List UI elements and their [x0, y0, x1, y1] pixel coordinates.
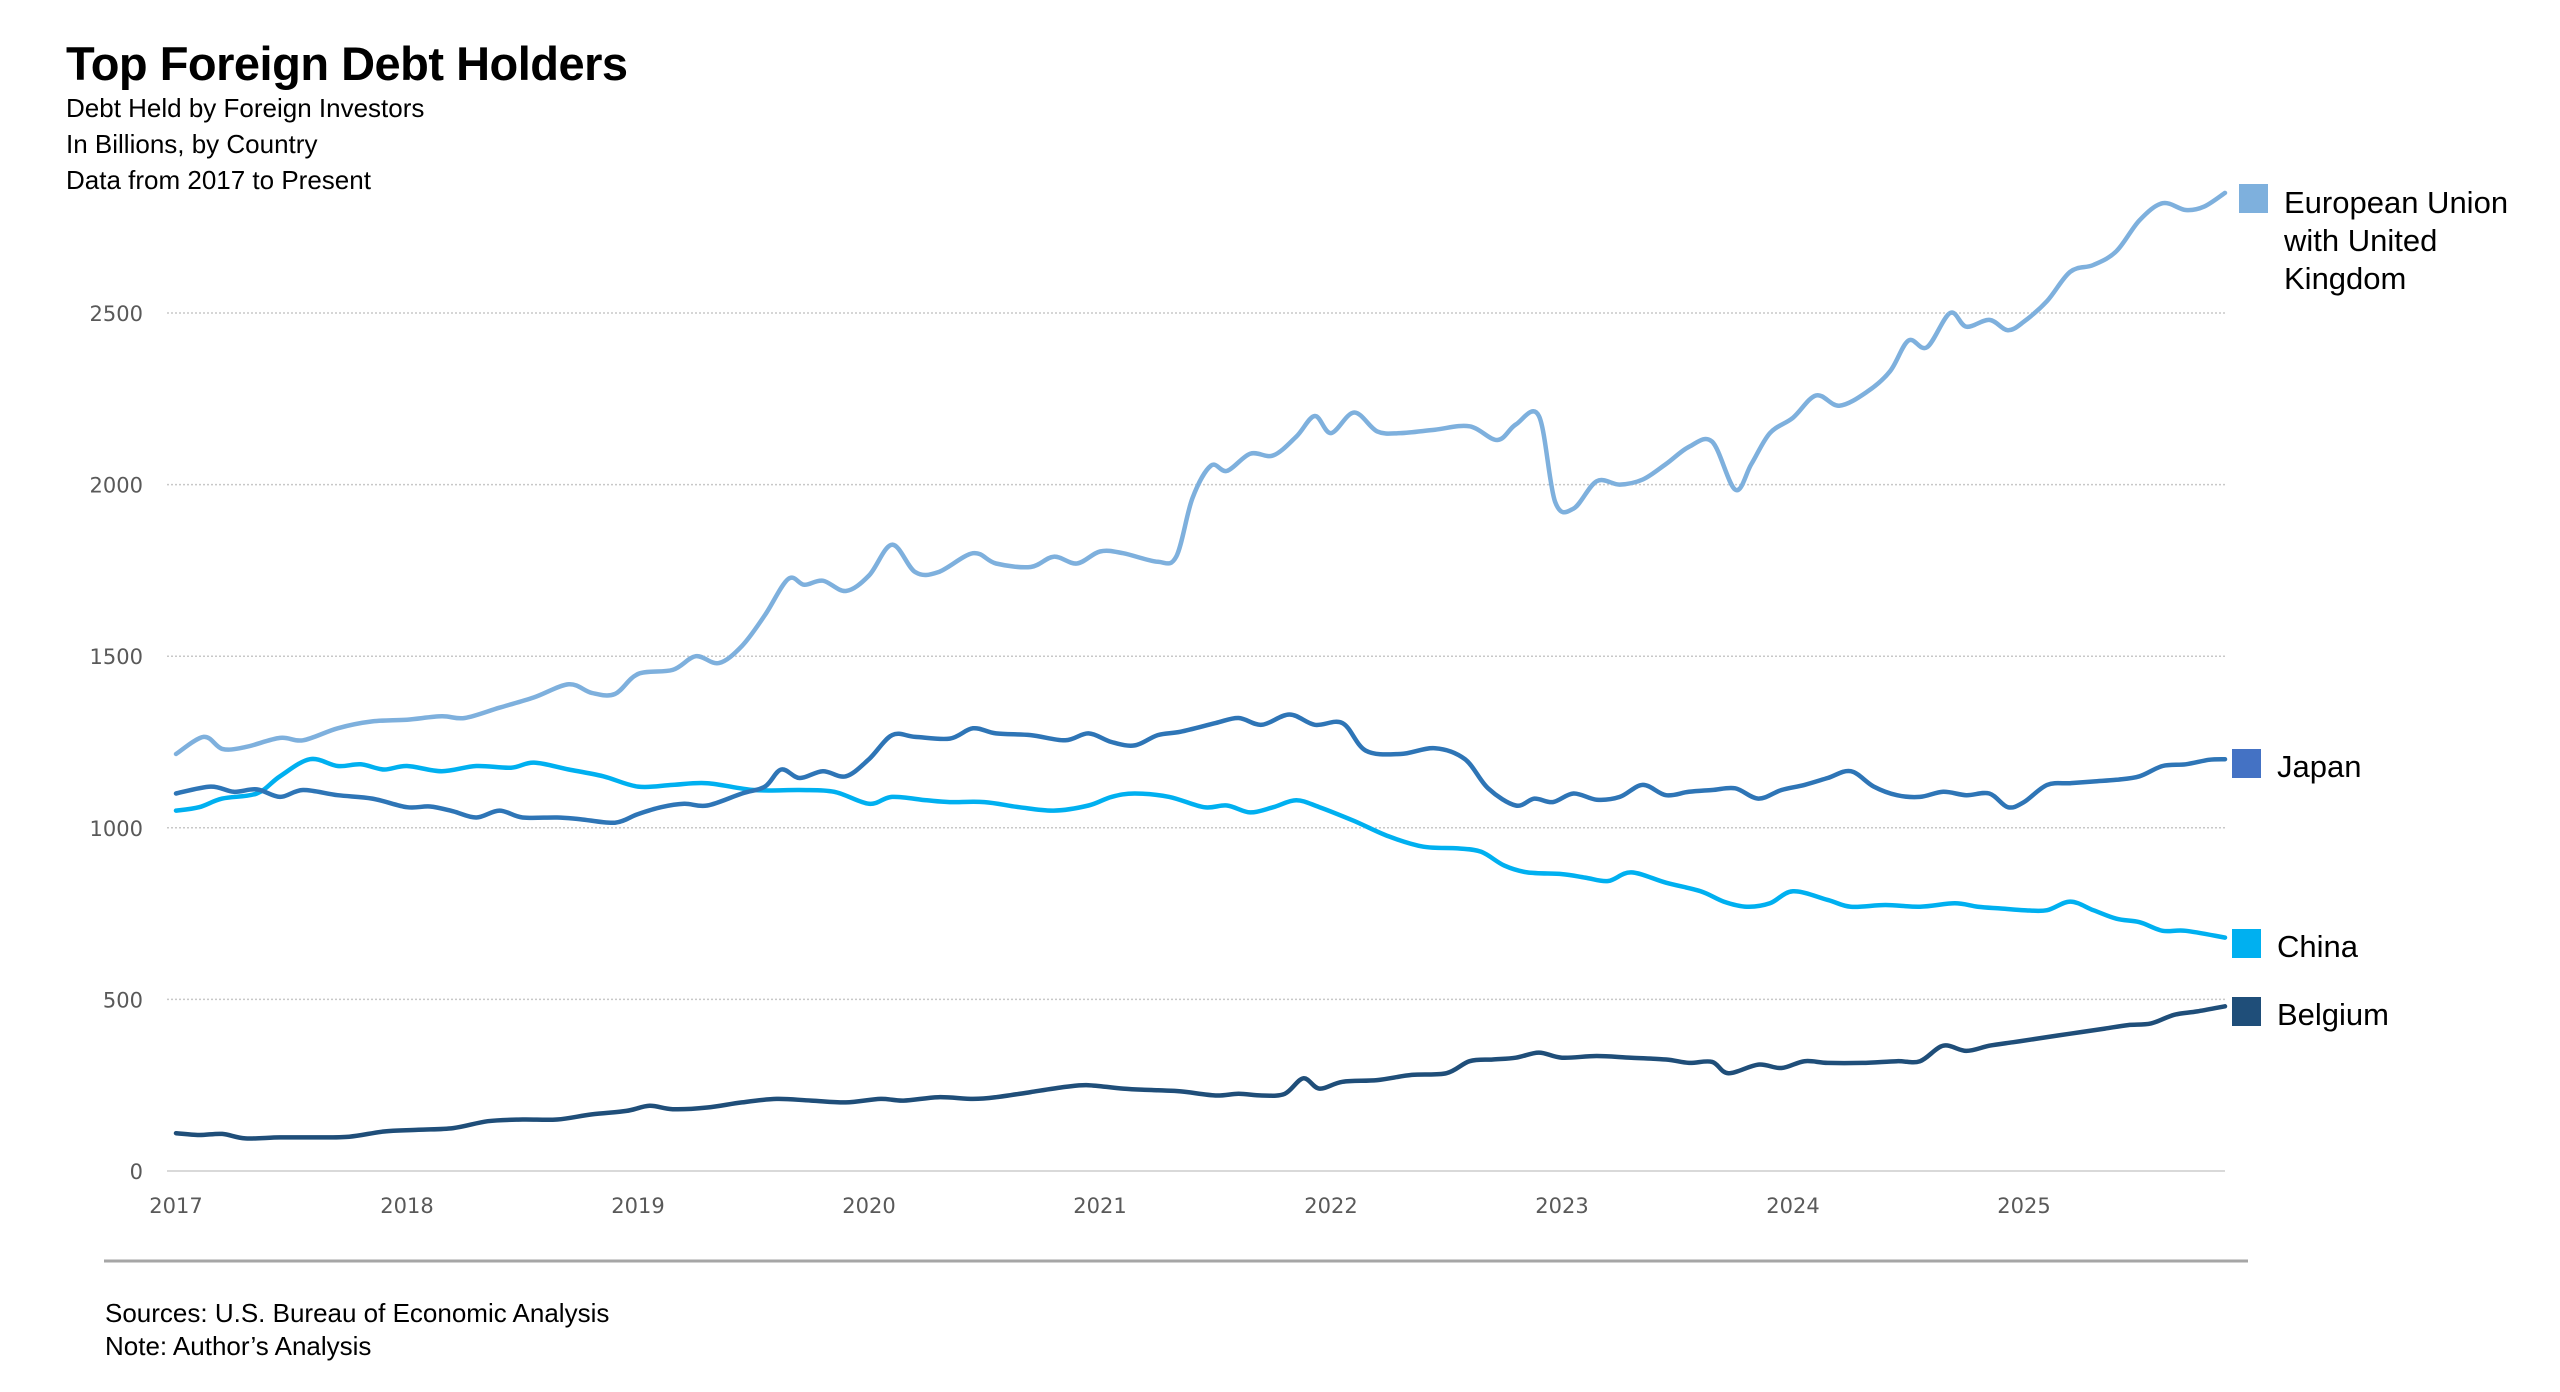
legend-swatch	[2232, 929, 2261, 958]
gridlines	[167, 312, 2225, 1172]
series-line-belgium	[173, 1004, 2228, 1141]
y-tick-label: 2500	[90, 302, 143, 326]
x-tick-label: 2025	[1997, 1194, 2050, 1218]
x-tick-label: 2019	[611, 1194, 664, 1218]
y-tick-label: 0	[130, 1160, 143, 1184]
legend-item-belgium: Belgium	[2232, 997, 2389, 1032]
y-tick-label: 500	[103, 988, 143, 1012]
legend-swatch	[2239, 184, 2268, 213]
x-tick-label: 2024	[1766, 1194, 1819, 1218]
series-line-european-union-with-united-kingdom	[173, 190, 2228, 757]
y-axis-ticks: 0 500 1000 1500 2000 2500	[90, 302, 143, 1184]
footer-sources: Sources: U.S. Bureau of Economic Analysi…	[105, 1298, 610, 1328]
chart-subtitle-line-3: Data from 2017 to Present	[66, 165, 371, 195]
legend-item-japan: Japan	[2232, 749, 2361, 784]
chart-subtitle-line-2: In Billions, by Country	[66, 129, 318, 159]
legend-label: Belgium	[2277, 997, 2389, 1032]
x-tick-label: 2017	[149, 1194, 202, 1218]
x-tick-label: 2018	[380, 1194, 433, 1218]
legend-label: with United	[2283, 223, 2437, 258]
series-lines	[173, 190, 2228, 1141]
legend-item-china: China	[2232, 929, 2359, 964]
legend-label: Japan	[2277, 749, 2361, 784]
chart-title: Top Foreign Debt Holders	[66, 37, 628, 90]
x-axis-ticks: 2017 2018 2019 2020 2021 2022 2023 2024 2025	[149, 1194, 2050, 1218]
footer-note: Note: Author’s Analysis	[105, 1331, 372, 1361]
series-line-china	[173, 756, 2228, 940]
chart-subtitle-line-1: Debt Held by Foreign Investors	[66, 93, 425, 123]
legend-swatch	[2232, 997, 2261, 1026]
y-tick-label: 1500	[90, 645, 143, 669]
y-tick-label: 2000	[90, 474, 143, 498]
x-tick-label: 2020	[842, 1194, 895, 1218]
legend-swatch	[2232, 749, 2261, 778]
series-line-japan	[173, 712, 2228, 826]
legend-label: China	[2277, 929, 2359, 964]
x-tick-label: 2023	[1535, 1194, 1588, 1218]
x-tick-label: 2022	[1304, 1194, 1357, 1218]
legend-label: Kingdom	[2284, 261, 2406, 296]
y-tick-label: 1000	[90, 817, 143, 841]
legend-label: European Union	[2284, 185, 2508, 220]
x-tick-label: 2021	[1073, 1194, 1126, 1218]
